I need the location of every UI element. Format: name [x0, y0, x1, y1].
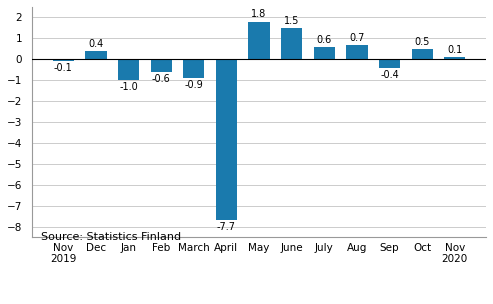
Text: -0.4: -0.4 [380, 70, 399, 80]
Bar [85, 51, 106, 59]
Text: 1.8: 1.8 [251, 9, 267, 19]
Bar [183, 59, 205, 78]
Bar [281, 28, 302, 59]
Text: 0.6: 0.6 [317, 35, 332, 45]
Bar [53, 59, 74, 61]
Bar [444, 57, 465, 59]
Text: 1.5: 1.5 [284, 16, 299, 26]
Bar [150, 59, 172, 72]
Text: 0.7: 0.7 [349, 33, 365, 43]
Text: 0.4: 0.4 [88, 39, 104, 49]
Text: 0.1: 0.1 [447, 45, 462, 55]
Bar [248, 22, 270, 59]
Text: -1.0: -1.0 [119, 82, 138, 92]
Text: 0.5: 0.5 [415, 37, 430, 47]
Bar [346, 45, 368, 59]
Text: -0.6: -0.6 [152, 74, 171, 84]
Text: -0.1: -0.1 [54, 64, 72, 74]
Bar [412, 49, 433, 59]
Bar [379, 59, 400, 67]
Bar [216, 59, 237, 220]
Text: Source: Statistics Finland: Source: Statistics Finland [41, 232, 181, 242]
Bar [314, 47, 335, 59]
Bar [118, 59, 139, 80]
Text: -0.9: -0.9 [184, 80, 203, 90]
Text: -7.7: -7.7 [217, 223, 236, 233]
